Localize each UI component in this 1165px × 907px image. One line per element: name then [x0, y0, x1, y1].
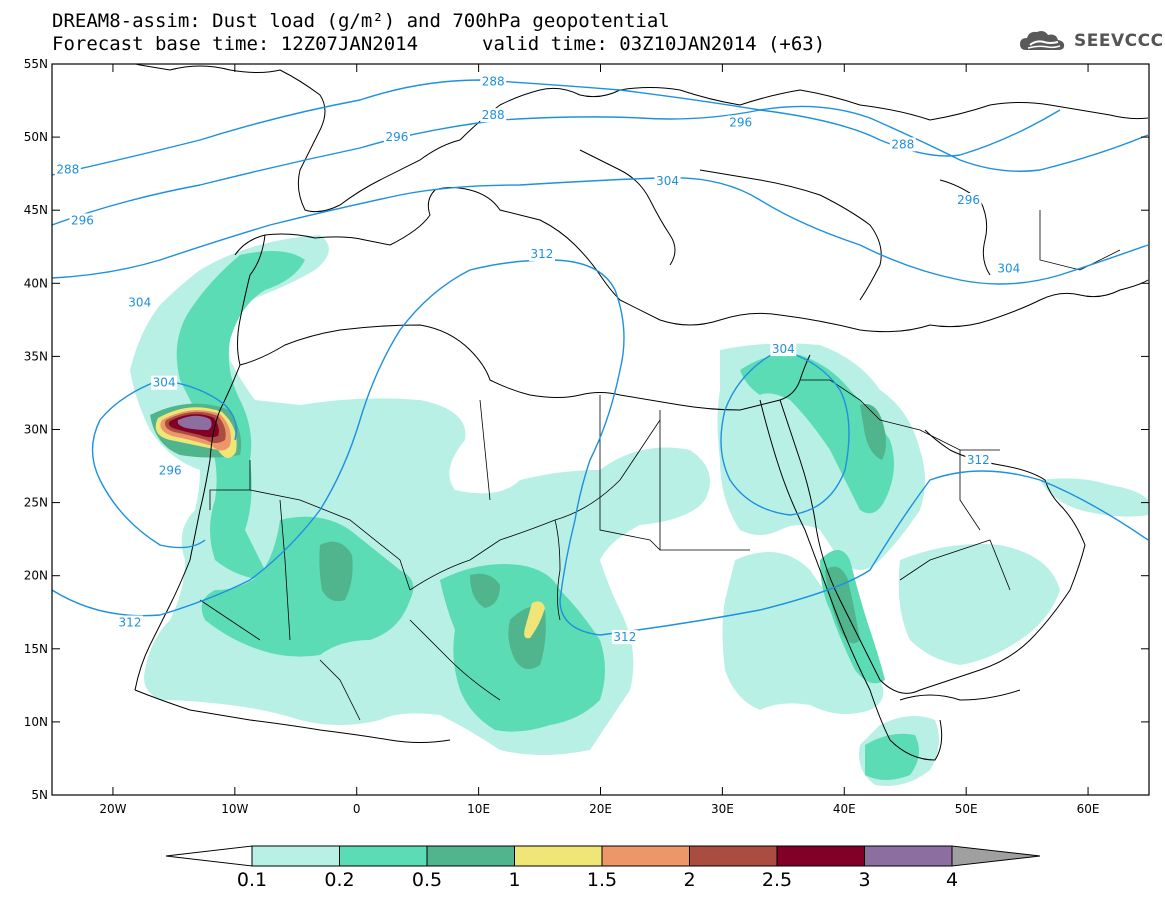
colorbar-bin [339, 845, 428, 867]
colorbar-bin [514, 845, 603, 867]
contour-label-bg [54, 162, 81, 177]
contour-label-bg [383, 130, 410, 145]
dust-field-0.1 [130, 235, 1148, 786]
contour-label: 312 [613, 630, 636, 644]
coastlines [133, 64, 1149, 761]
contour-label: 296 [159, 463, 182, 477]
colorbar-label: 0.1 [237, 869, 267, 891]
contour-label-bg [654, 173, 681, 188]
colorbar-bin [426, 845, 515, 867]
lat-tick-label: 30N [24, 423, 48, 437]
lat-tick-label: 5N [31, 788, 48, 802]
colorbar-bin [776, 845, 865, 867]
lat-tick-label: 45N [24, 203, 48, 217]
borders [199, 210, 1121, 721]
lat-tick-label: 20N [24, 569, 48, 583]
contour-label-bg [69, 213, 96, 228]
colorbar-label: 2.5 [762, 869, 792, 891]
lon-tick-label: 10W [221, 802, 248, 816]
contour-label: 296 [957, 193, 980, 207]
chart-subtitle: Forecast base time: 12Z07JAN2014 valid ti… [52, 33, 825, 55]
cloud-sun-icon [1020, 31, 1065, 50]
lon-tick-label: 40E [833, 802, 856, 816]
lat-tick-label: 55N [24, 57, 48, 71]
contour-label-bg [151, 375, 178, 390]
contour-label: 312 [531, 247, 554, 261]
colorbar-bin [864, 845, 953, 867]
contour-label-bg [528, 247, 555, 262]
contour-label: 304 [128, 295, 151, 309]
colorbar-bin [689, 845, 778, 867]
contour-label-bg [995, 261, 1022, 276]
contour-labels: 288 288 288 288 296 296 296 296 296 304 304 304 304 3… [54, 74, 1022, 645]
contour-label-bg [611, 630, 638, 645]
contour-label: 296 [385, 130, 408, 144]
contour-label-bg [770, 342, 797, 357]
contour-label: 296 [729, 115, 752, 129]
lat-tick-label: 15N [24, 642, 48, 656]
lat-tick-label: 10N [24, 715, 48, 729]
contour-label: 288 [891, 137, 914, 151]
lon-tick-label: 30E [711, 802, 734, 816]
dust-field-3 [177, 415, 212, 430]
contour-label-bg [965, 453, 992, 468]
contour-label-bg [889, 137, 916, 152]
lon-tick-label: 10E [467, 802, 490, 816]
contour-label: 288 [482, 75, 505, 89]
lon-tick-label: 20W [99, 802, 126, 816]
contour-label: 304 [772, 342, 795, 356]
contour-label: 304 [997, 262, 1020, 276]
lat-tick-label: 50N [24, 130, 48, 144]
colorbar-bin [601, 845, 690, 867]
colorbar-label: 4 [946, 869, 958, 891]
colorbar-label: 3 [858, 869, 870, 891]
valid-time: valid time: 03Z10JAN2014 (+63) [482, 33, 826, 55]
colorbar-label: 2 [683, 869, 695, 891]
logo-text: SEEVCCC [1074, 31, 1164, 51]
contour-label: 288 [56, 162, 79, 176]
contour-label: 288 [482, 108, 505, 122]
contour-label-bg [117, 615, 144, 630]
lon-tick-label: 0 [353, 802, 361, 816]
colorbar-label: 1.5 [587, 869, 617, 891]
colorbar-bin [251, 845, 340, 867]
contour-label: 304 [656, 174, 679, 188]
contour-label-bg [955, 192, 982, 207]
lat-tick-label: 40N [24, 276, 48, 290]
lon-tick-label: 20E [589, 802, 612, 816]
contour-label: 304 [153, 376, 176, 390]
lon-tick-label: 50E [955, 802, 978, 816]
colorbar-label: 0.5 [412, 869, 442, 891]
colorbar: 0.1 0.2 0.5 1 1.5 2 2.5 3 4 [165, 845, 1041, 891]
contour-label-bg [480, 74, 507, 89]
colorbar-label: 0.2 [324, 869, 354, 891]
contour-label: 312 [967, 453, 990, 467]
contour-label-bg [480, 108, 507, 123]
contour-label-bg [727, 115, 754, 130]
contour-label-bg [157, 463, 184, 478]
chart-title: DREAM8-assim: Dust load (g/m²) and 700hP… [52, 10, 670, 32]
base-time: Forecast base time: 12Z07JAN2014 [52, 33, 419, 55]
colorbar-under-arrow [165, 845, 253, 867]
lat-tick-label: 35N [24, 349, 48, 363]
axis-ticks: 20W 10W 0 10E 20E 30E 40E 50E 60E 55N 50N 45N 40N 35N… [24, 57, 1149, 816]
contour-label: 296 [71, 213, 94, 227]
seevccc-logo: SEEVCCC [1018, 28, 1164, 54]
lon-tick-label: 60E [1077, 802, 1100, 816]
colorbar-over-arrow [951, 845, 1041, 867]
contour-label-bg [126, 295, 153, 310]
contour-label: 312 [119, 615, 142, 629]
lat-tick-label: 25N [24, 496, 48, 510]
colorbar-label: 1 [508, 869, 520, 891]
